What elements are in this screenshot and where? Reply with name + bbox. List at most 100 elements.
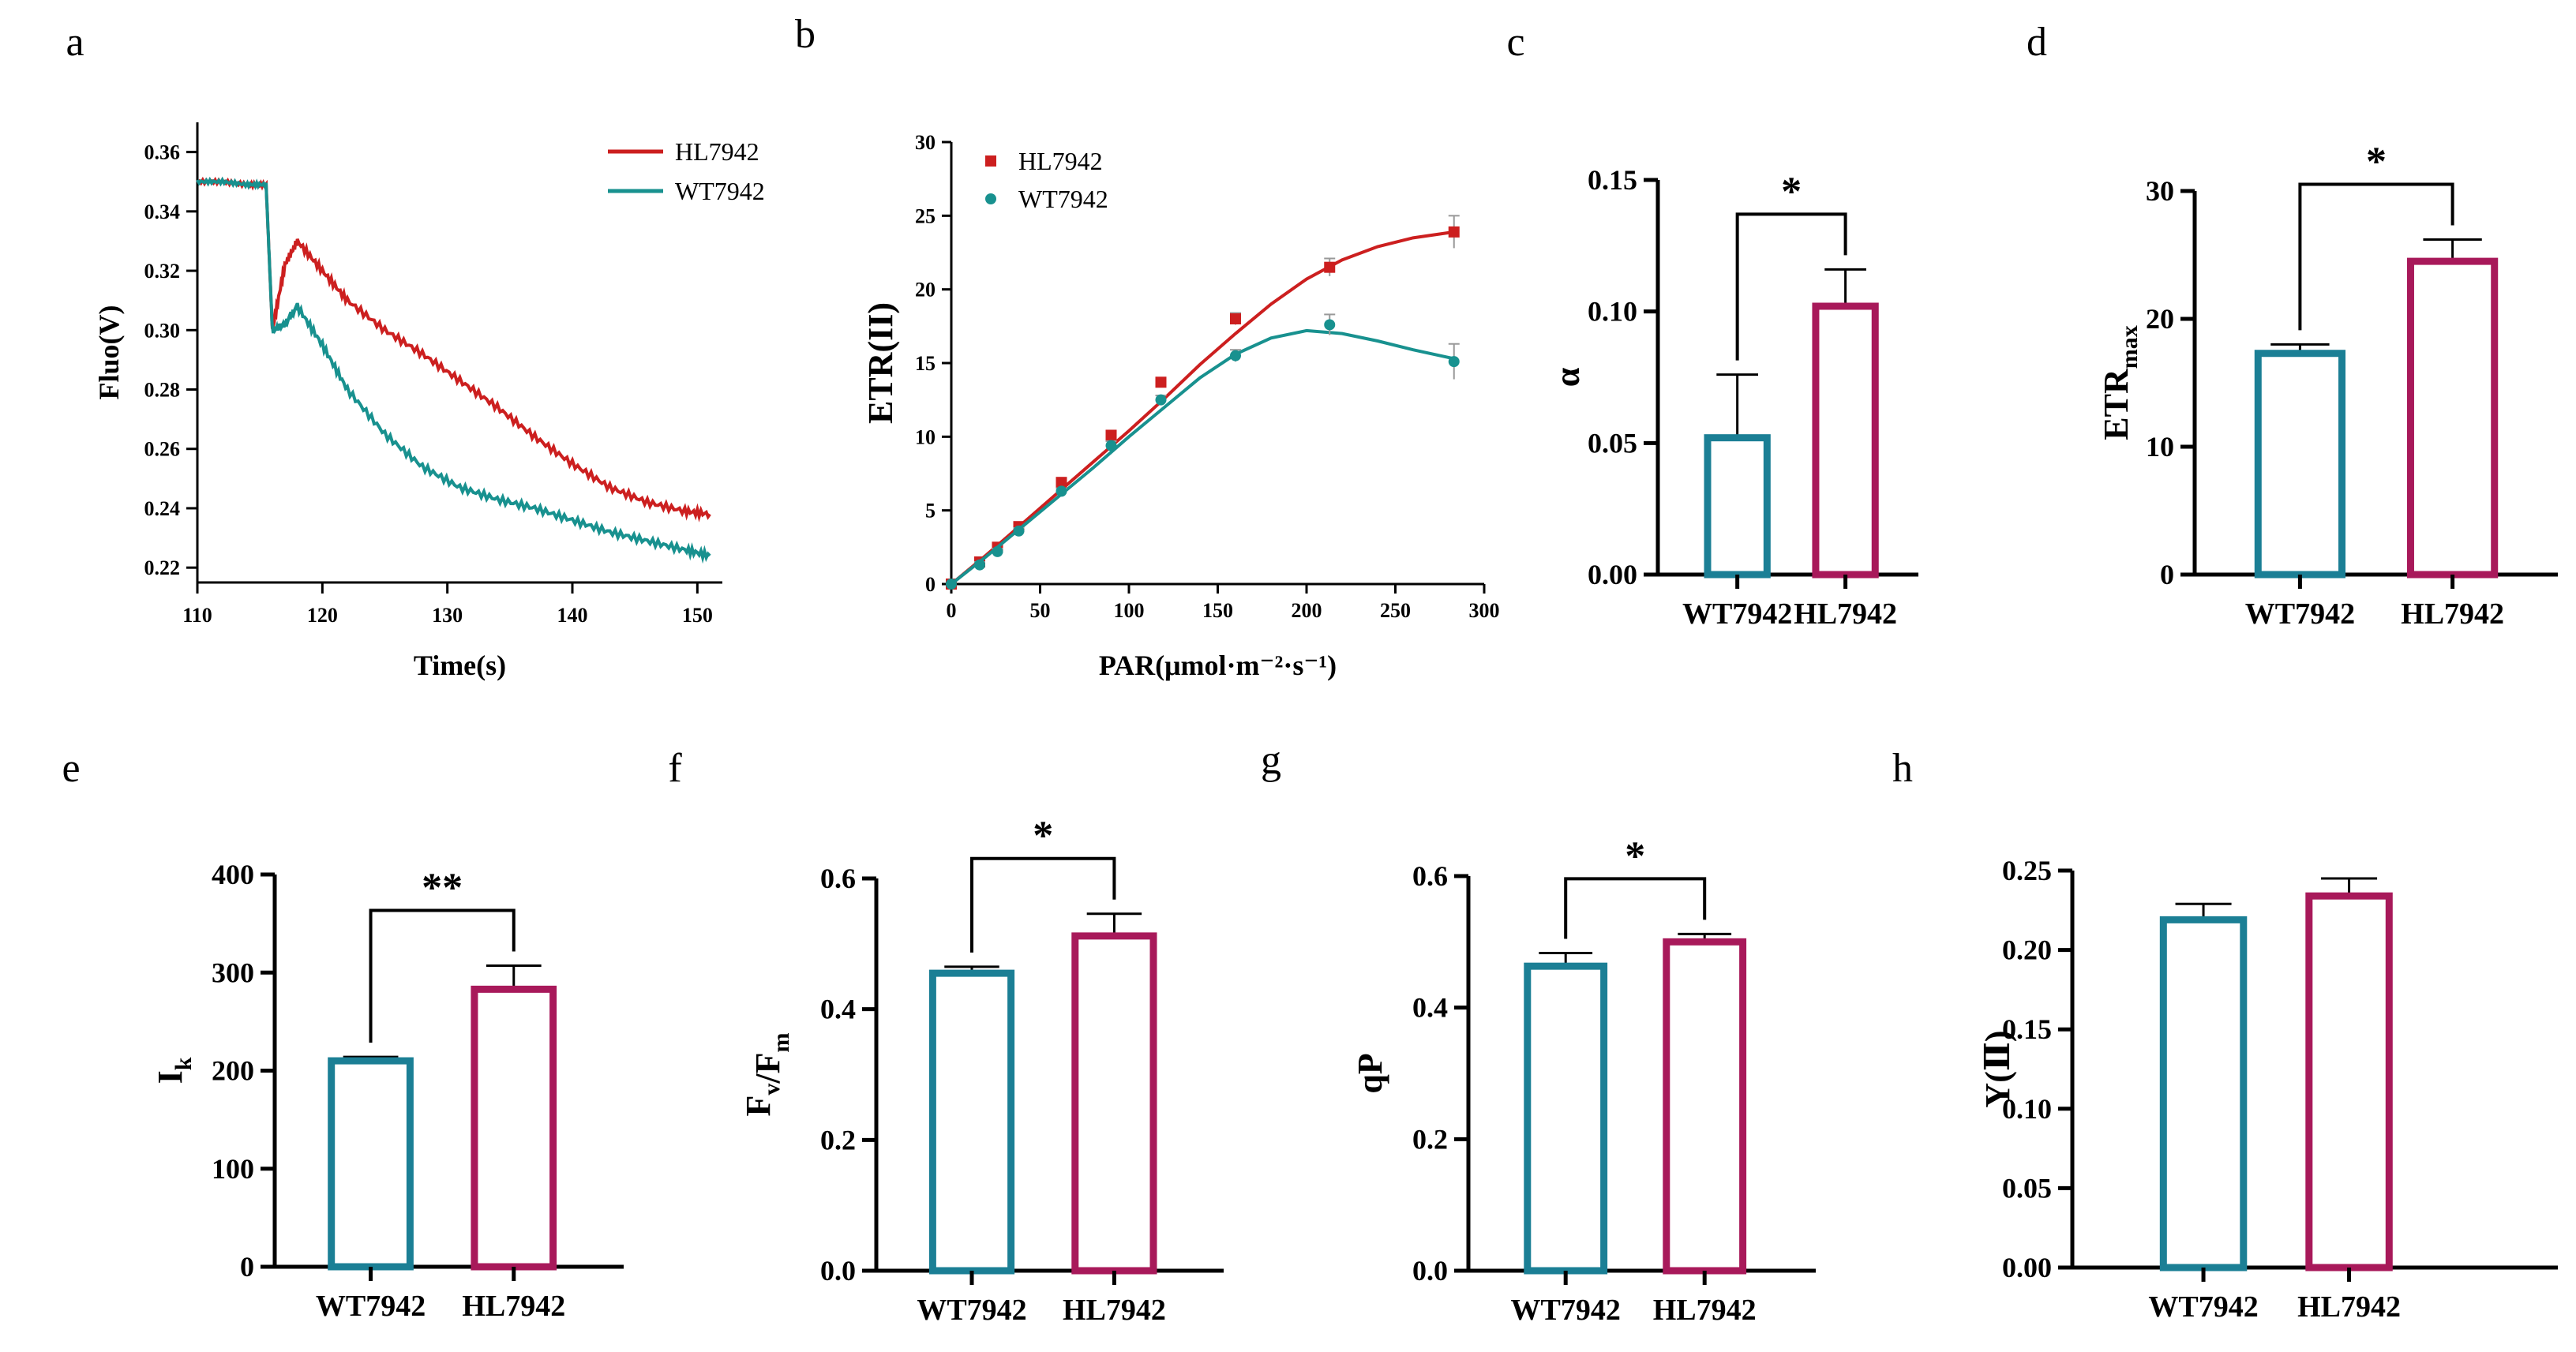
bar-WT7942 <box>1524 962 1608 1275</box>
y-axis-label: ETR(II) <box>861 302 900 424</box>
fit-line-WT7942 <box>950 328 1455 586</box>
y-tick-label: 0.15 <box>1588 164 1637 196</box>
panel-g: 0.0 0.2 0.4 0.6 WT7942 HL7942 * qP <box>1351 833 1816 1327</box>
x-tick-label: HL7942 <box>2297 1290 2401 1324</box>
y-axis-label: qP <box>1351 1053 1389 1093</box>
x-tick-label: 120 <box>307 604 338 627</box>
y-tick-label: 0.2 <box>820 1124 856 1155</box>
panel-h: 0.00 0.05 0.10 0.15 0.20 0.25 WT7942 HL7942 Y(Ⅱ) <box>1978 855 2558 1324</box>
significance-bracket <box>1735 212 1847 361</box>
significance-bracket <box>369 908 516 1043</box>
x-tick-label: 300 <box>1469 599 1500 622</box>
panel-letter-f: f <box>668 746 682 791</box>
x-tick-label: 150 <box>682 604 713 627</box>
point-HL7942 <box>1155 376 1167 388</box>
y-tick-label: 10 <box>915 425 936 448</box>
y-tick-label: 10 <box>2146 431 2174 463</box>
panel-f: 0.0 0.2 0.4 0.6 WT7942 HL7942 * Fv/Fm <box>739 814 1224 1327</box>
y-tick-label: 200 <box>212 1055 254 1087</box>
y-tick-label: 25 <box>915 204 936 227</box>
x-tick-label: HL7942 <box>462 1290 565 1323</box>
point-HL7942 <box>1324 261 1336 273</box>
panel-letter-h: h <box>1892 746 1913 791</box>
y-axis-label-part: /F <box>748 1053 787 1084</box>
fit-line-HL7942 <box>950 230 1455 586</box>
point-WT7942 <box>946 579 957 590</box>
point-HL7942 <box>1230 313 1241 324</box>
point-WT7942 <box>992 545 1003 557</box>
y-tick-label: 0 <box>2160 559 2174 590</box>
y-axis-label-part: ETR <box>2097 368 2135 440</box>
x-tick-label: 50 <box>1030 599 1051 622</box>
x-tick-label: WT7942 <box>917 1294 1026 1327</box>
y-axis-label: ETRmax <box>2097 325 2143 440</box>
x-tick-label: WT7942 <box>2148 1290 2258 1324</box>
point-WT7942 <box>1230 350 1241 361</box>
x-tick-label: 110 <box>182 604 212 627</box>
y-tick-label: 0.0 <box>820 1255 856 1286</box>
panel-letter-d: d <box>2027 20 2047 65</box>
y-tick-label: 0.36 <box>144 141 181 164</box>
y-tick-label: 0.34 <box>144 200 181 223</box>
point-WT7942 <box>974 559 985 571</box>
y-tick-label: 0.30 <box>144 319 181 342</box>
point-HL7942 <box>1056 477 1067 489</box>
x-tick-label: 0 <box>947 599 957 622</box>
y-tick-label: 0.2 <box>1412 1123 1448 1155</box>
bar-HL7942 <box>1812 302 1879 579</box>
point-WT7942 <box>1324 319 1336 331</box>
x-axis-label: PAR(μmol·m⁻²·s⁻¹) <box>1099 650 1337 681</box>
y-tick-label: 0 <box>240 1251 254 1283</box>
panel-letter-g: g <box>1261 738 1281 783</box>
panel-e: 0 100 200 300 400 WT7942 HL7942 ** Ik <box>151 859 624 1323</box>
y-tick-label: 0.00 <box>1588 559 1637 590</box>
panel-a: 110 120 130 140 150 0.22 0.24 0.26 0.28 0.30 0.32 0… <box>93 122 765 681</box>
y-tick-label: 30 <box>915 131 936 154</box>
panel-letter-b: b <box>795 12 816 57</box>
legend-label-WT7942: WT7942 <box>675 177 765 205</box>
bar-WT7942 <box>1704 434 1771 579</box>
significance-bracket <box>2298 182 2454 331</box>
y-tick-label: 0.32 <box>144 260 181 283</box>
x-tick-label: HL7942 <box>2401 597 2504 631</box>
point-HL7942 <box>1448 226 1460 238</box>
point-WT7942 <box>1013 525 1025 537</box>
y-tick-label: 20 <box>915 279 936 301</box>
y-tick-label: 0.6 <box>1412 860 1448 892</box>
bar-WT7942 <box>2159 916 2248 1271</box>
x-tick-label: 140 <box>557 604 588 627</box>
y-tick-label: 0.05 <box>2002 1172 2052 1204</box>
series-line-HL7942 <box>197 176 711 522</box>
y-axis-label-part: k <box>171 1057 197 1070</box>
y-tick-label: 0.0 <box>1412 1255 1448 1286</box>
y-tick-label: 0.20 <box>2002 934 2052 966</box>
significance-label: * <box>1625 833 1645 878</box>
y-axis-label: Fv/Fm <box>739 1033 794 1117</box>
y-tick-label: 0 <box>925 573 936 596</box>
y-tick-label: 15 <box>915 352 936 375</box>
y-axis-label: α <box>1548 367 1587 387</box>
significance-label: * <box>1781 169 1802 214</box>
y-tick-label: 0.15 <box>2002 1013 2052 1045</box>
bar-HL7942 <box>471 985 557 1271</box>
significance-label: ** <box>422 866 463 911</box>
significance-bracket <box>970 856 1116 953</box>
x-tick-label: HL7942 <box>1794 597 1897 631</box>
bar-HL7942 <box>1663 938 1747 1275</box>
y-axis-label-part: max <box>2117 325 2143 369</box>
bar-HL7942 <box>1071 932 1157 1275</box>
y-tick-label: 0.10 <box>2002 1093 2052 1125</box>
x-tick-label: 100 <box>1114 599 1145 622</box>
panel-letter-a: a <box>66 20 84 65</box>
y-tick-label: 0.24 <box>144 497 181 520</box>
legend-label-WT7942: WT7942 <box>1018 185 1108 213</box>
y-tick-label: 100 <box>212 1153 254 1185</box>
y-tick-label: 400 <box>212 859 254 890</box>
x-tick-label: 150 <box>1202 599 1233 622</box>
panel-c: 0.00 0.05 0.10 0.15 WT7942 HL7942 * α <box>1548 164 1918 631</box>
point-WT7942 <box>1155 394 1167 406</box>
y-tick-label: 300 <box>212 957 254 988</box>
bar-HL7942 <box>2305 892 2393 1271</box>
y-axis-label-part: I <box>151 1070 189 1084</box>
